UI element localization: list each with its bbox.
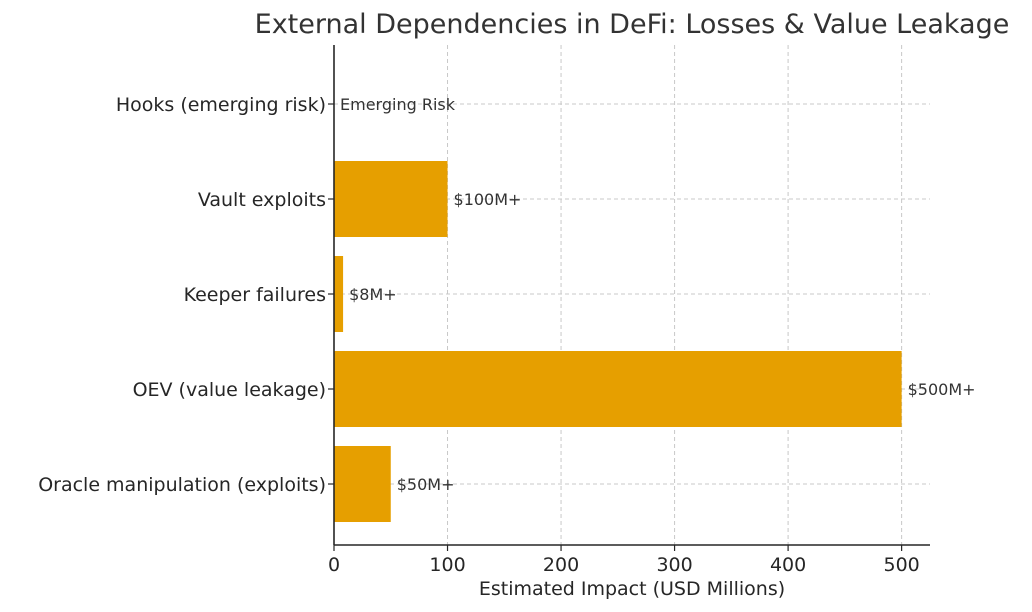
y-category-label: Keeper failures [184,284,326,306]
x-tick-label: 400 [770,554,806,576]
x-tick-label: 300 [656,554,692,576]
data-label: $50M+ [397,475,455,494]
x-tick-label: 200 [543,554,579,576]
y-category-label: Oracle manipulation (exploits) [38,474,326,496]
bar-layer [334,161,902,522]
x-tick-label: 500 [883,554,919,576]
y-category-label: Vault exploits [198,189,326,211]
grid-layer [333,45,930,545]
axis-layer [328,45,930,551]
data-label: $8M+ [349,285,397,304]
data-label: Emerging Risk [340,95,456,114]
bar [334,256,344,332]
chart-title: External Dependencies in DeFi: Losses & … [255,9,1010,40]
x-tick-label: 0 [328,554,340,576]
data-label: $100M+ [454,190,522,209]
y-category-label: Hooks (emerging risk) [116,94,326,116]
bar [334,161,448,237]
label-layer: 0 100 200 300 400 500 Oracle manipulation (exp… [38,94,975,576]
data-label: $500M+ [908,380,976,399]
x-tick-label: 100 [429,554,465,576]
bar [334,446,391,522]
y-category-label: OEV (value leakage) [133,379,326,401]
x-axis-label: Estimated Impact (USD Millions) [479,578,785,600]
bar [334,351,902,427]
